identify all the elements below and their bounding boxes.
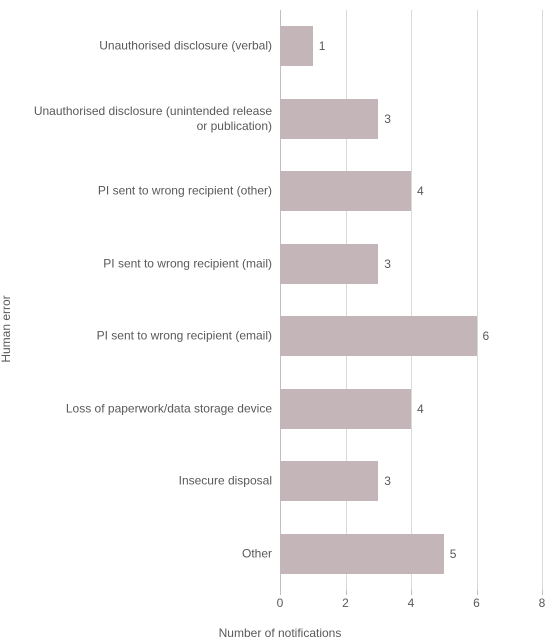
bar-value-label: 1 — [319, 39, 326, 53]
x-tick-label: 4 — [408, 596, 415, 610]
category-label: Other — [22, 546, 272, 561]
x-tick-label: 0 — [277, 596, 284, 610]
category-label: PI sent to wrong recipient (mail) — [22, 256, 272, 271]
gridline — [542, 10, 543, 590]
x-tick-label: 2 — [342, 596, 349, 610]
bar: 3 — [280, 461, 378, 501]
gridline — [346, 10, 347, 590]
bar-value-label: 3 — [384, 112, 391, 126]
bar: 4 — [280, 389, 411, 429]
bar-value-label: 3 — [384, 474, 391, 488]
chart-container: Human error Number of notifications 0 2 4 6… — [0, 0, 559, 644]
plot-area: 024681Unauthorised disclosure (verbal)3U… — [280, 10, 542, 590]
x-tick — [542, 590, 543, 595]
bar-value-label: 4 — [417, 402, 424, 416]
x-tick-label: 6 — [473, 596, 480, 610]
bar-value-label: 6 — [483, 329, 490, 343]
category-label: Insecure disposal — [22, 474, 272, 489]
x-tick — [280, 590, 281, 595]
y-axis-line — [280, 10, 281, 590]
bar: 5 — [280, 534, 444, 574]
x-tick-label: 8 — [539, 596, 546, 610]
bar-value-label: 4 — [417, 184, 424, 198]
y-axis-title: Human error — [0, 295, 13, 362]
bar: 3 — [280, 244, 378, 284]
x-tick — [411, 590, 412, 595]
gridline — [477, 10, 478, 590]
x-tick — [346, 590, 347, 595]
category-label: Unauthorised disclosure (unintended rele… — [22, 104, 272, 134]
category-label: Unauthorised disclosure (verbal) — [22, 39, 272, 54]
x-tick — [477, 590, 478, 595]
bar: 1 — [280, 26, 313, 66]
bar: 3 — [280, 99, 378, 139]
x-axis-title: Number of notifications — [219, 626, 342, 640]
bar-value-label: 3 — [384, 257, 391, 271]
bar-value-label: 5 — [450, 547, 457, 561]
bar: 6 — [280, 316, 477, 356]
category-label: PI sent to wrong recipient (other) — [22, 184, 272, 199]
bar: 4 — [280, 171, 411, 211]
gridline — [411, 10, 412, 590]
category-label: Loss of paperwork/data storage device — [22, 401, 272, 416]
category-label: PI sent to wrong recipient (email) — [22, 329, 272, 344]
